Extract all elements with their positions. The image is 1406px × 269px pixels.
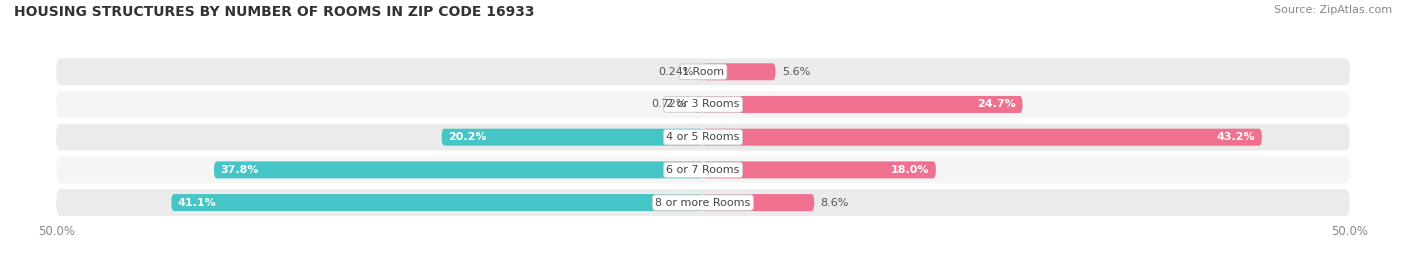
FancyBboxPatch shape [214, 161, 703, 178]
Text: 5.6%: 5.6% [782, 67, 810, 77]
Text: 2 or 3 Rooms: 2 or 3 Rooms [666, 100, 740, 109]
FancyBboxPatch shape [703, 129, 1261, 146]
Text: 24.7%: 24.7% [977, 100, 1017, 109]
Text: 43.2%: 43.2% [1216, 132, 1256, 142]
FancyBboxPatch shape [703, 161, 936, 178]
Text: Source: ZipAtlas.com: Source: ZipAtlas.com [1274, 5, 1392, 15]
Text: 0.72%: 0.72% [652, 100, 688, 109]
FancyBboxPatch shape [703, 63, 776, 80]
Text: 8 or more Rooms: 8 or more Rooms [655, 198, 751, 208]
FancyBboxPatch shape [703, 194, 814, 211]
FancyBboxPatch shape [56, 58, 1350, 85]
FancyBboxPatch shape [56, 189, 1350, 216]
Text: 6 or 7 Rooms: 6 or 7 Rooms [666, 165, 740, 175]
FancyBboxPatch shape [56, 124, 1350, 151]
FancyBboxPatch shape [703, 96, 1022, 113]
Text: 0.24%: 0.24% [658, 67, 693, 77]
Text: HOUSING STRUCTURES BY NUMBER OF ROOMS IN ZIP CODE 16933: HOUSING STRUCTURES BY NUMBER OF ROOMS IN… [14, 5, 534, 19]
FancyBboxPatch shape [56, 91, 1350, 118]
Text: 8.6%: 8.6% [821, 198, 849, 208]
FancyBboxPatch shape [441, 129, 703, 146]
Text: 37.8%: 37.8% [221, 165, 259, 175]
FancyBboxPatch shape [693, 96, 703, 113]
Text: 4 or 5 Rooms: 4 or 5 Rooms [666, 132, 740, 142]
FancyBboxPatch shape [172, 194, 703, 211]
Text: 41.1%: 41.1% [177, 198, 217, 208]
Text: 1 Room: 1 Room [682, 67, 724, 77]
Text: 20.2%: 20.2% [449, 132, 486, 142]
Text: 18.0%: 18.0% [891, 165, 929, 175]
FancyBboxPatch shape [56, 157, 1350, 183]
FancyBboxPatch shape [700, 63, 703, 80]
